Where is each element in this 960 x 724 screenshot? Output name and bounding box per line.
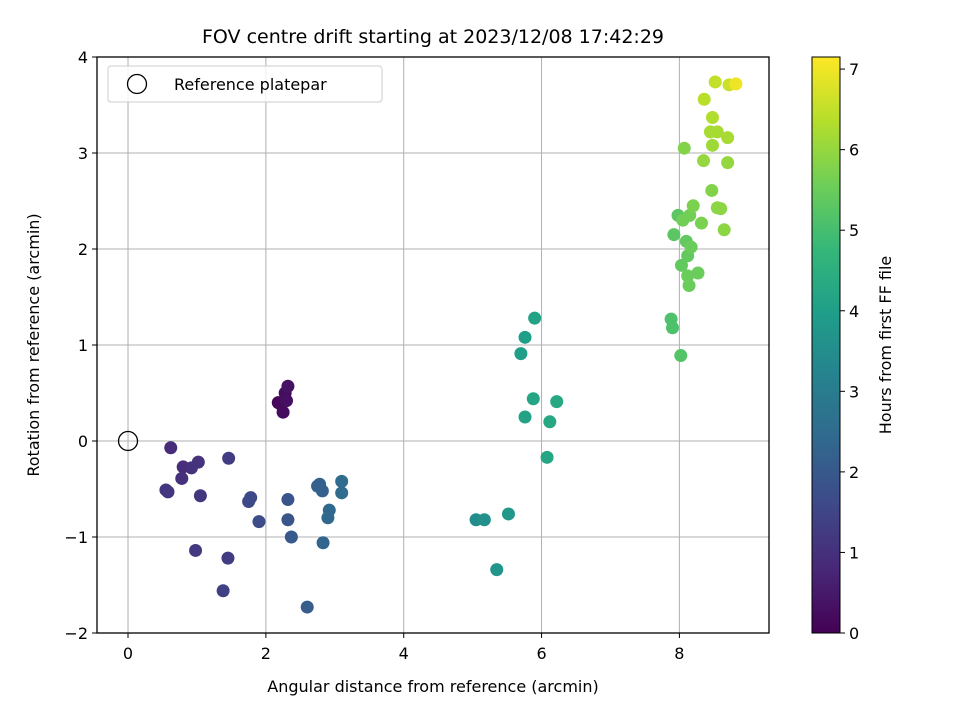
y-tick-label: 4 (78, 48, 88, 67)
y-tick-label: 0 (78, 432, 88, 451)
data-point-43 (543, 415, 557, 429)
data-point-41 (526, 392, 540, 406)
data-point-60 (694, 216, 708, 230)
data-point-40 (518, 410, 532, 424)
data-point-67 (721, 156, 735, 170)
data-point-70 (710, 125, 724, 139)
y-tick-label: −1 (64, 528, 88, 547)
colorbar-tick-label: 5 (849, 221, 859, 240)
reference-platepar-point (117, 430, 139, 452)
data-point-42 (540, 450, 554, 464)
y-tick-label: 3 (78, 144, 88, 163)
data-point-68 (705, 138, 719, 152)
colorbar: 0 1 2 3 4 5 6 7 Hours from first FF file (811, 56, 895, 643)
data-point-56 (691, 266, 705, 280)
data-point-13 (193, 489, 207, 503)
legend-box (107, 65, 383, 103)
data-point-44 (550, 395, 564, 409)
data-point-61 (677, 141, 691, 155)
y-axis-ticks: −2 −1 0 1 2 3 4 (64, 48, 97, 643)
data-point-38 (518, 330, 532, 344)
data-point-53 (681, 269, 695, 283)
data-point-34 (477, 513, 491, 527)
colorbar-tick-label: 7 (849, 60, 859, 79)
colorbar-tick-label: 2 (849, 463, 859, 482)
x-axis-label: Angular distance from reference (arcmin) (267, 677, 598, 696)
data-point-24 (300, 600, 314, 614)
data-point-46 (666, 321, 680, 335)
data-point-20 (252, 515, 266, 529)
data-point-21 (281, 493, 295, 507)
data-point-73 (697, 92, 711, 106)
data-point-65 (717, 223, 731, 237)
data-point-23 (284, 530, 298, 544)
data-point-12 (161, 485, 175, 499)
data-point-17 (216, 584, 230, 598)
data-point-10 (175, 471, 189, 485)
data-point-30 (322, 503, 336, 517)
colorbar-tick-label: 1 (849, 543, 859, 562)
data-point-74 (708, 75, 722, 89)
data-point-9 (191, 455, 205, 469)
x-tick-label: 4 (399, 644, 409, 663)
y-tick-label: 1 (78, 336, 88, 355)
legend-marker-open-circle (126, 73, 148, 95)
data-point-64 (714, 202, 728, 216)
data-point-62 (705, 183, 719, 197)
data-point-76 (729, 77, 743, 91)
data-point-48 (667, 228, 681, 242)
colorbar-gradient (811, 56, 841, 634)
y-axis-label: Rotation from reference (arcmin) (24, 213, 43, 476)
data-point-31 (335, 474, 349, 488)
colorbar-ticks: 0 1 2 3 4 5 6 7 (840, 60, 859, 643)
data-point-47 (674, 349, 688, 363)
data-point-71 (721, 131, 735, 145)
x-tick-label: 8 (674, 644, 684, 663)
data-point-27 (315, 484, 329, 498)
data-point-55 (684, 240, 698, 254)
data-points (117, 75, 743, 614)
x-tick-label: 0 (123, 644, 133, 663)
data-point-39 (528, 311, 542, 325)
data-point-5 (281, 379, 295, 393)
data-point-50 (674, 258, 688, 272)
data-point-16 (221, 551, 235, 565)
colorbar-tick-label: 4 (849, 302, 859, 321)
data-point-35 (490, 563, 504, 577)
data-point-36 (501, 507, 515, 521)
y-tick-label: 2 (78, 240, 88, 259)
colorbar-tick-label: 6 (849, 141, 859, 160)
x-tick-label: 6 (536, 644, 546, 663)
data-point-66 (697, 154, 711, 168)
legend: Reference platepar (107, 65, 383, 103)
data-point-15 (189, 543, 203, 557)
colorbar-label: Hours from first FF file (876, 256, 895, 435)
data-point-4 (280, 394, 294, 408)
data-point-37 (514, 347, 528, 361)
data-point-2 (276, 405, 290, 419)
y-tick-label: −2 (64, 624, 88, 643)
data-point-28 (316, 536, 330, 550)
colorbar-tick-label: 0 (849, 624, 859, 643)
data-point-14 (222, 451, 236, 465)
legend-label-reference-platepar: Reference platepar (174, 75, 327, 94)
x-tick-label: 2 (261, 644, 271, 663)
x-axis-ticks: 0 2 4 6 8 (123, 633, 684, 663)
data-point-22 (281, 513, 295, 527)
data-point-54 (682, 278, 696, 292)
data-point-32 (335, 486, 349, 500)
data-point-59 (686, 199, 700, 213)
colorbar-tick-label: 3 (849, 382, 859, 401)
data-point-19 (244, 491, 258, 505)
data-point-6 (164, 441, 178, 455)
chart-title: FOV centre drift starting at 2023/12/08 … (202, 26, 664, 48)
data-point-72 (705, 110, 719, 124)
